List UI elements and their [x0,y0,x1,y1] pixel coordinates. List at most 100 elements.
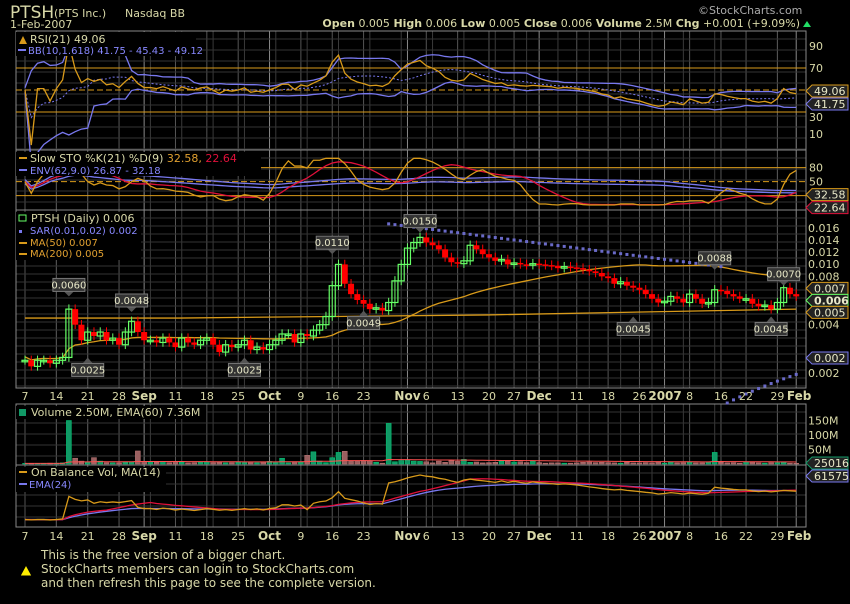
sar-dot [569,246,572,249]
candle-body [718,290,724,292]
rsi-axis-label: 30 [809,111,823,124]
volume-bar [643,463,648,464]
value-tag-sar: 0.002 [806,352,848,365]
candle-body [580,268,586,270]
sar-dot [462,232,465,235]
volume-bar [537,463,542,464]
volume-bar [430,463,435,464]
candle-body [699,299,705,304]
volume-bar [286,463,291,464]
date-axis-label: Nov [394,389,420,403]
date-axis-label: Nov [394,529,420,543]
volume-bar [123,462,128,464]
date-axis-label: 16 [714,390,728,403]
annotation-label: 0.0049 [346,319,381,330]
candle-body [731,294,737,296]
volume-bar [762,463,767,464]
date-axis-label: 18 [601,390,615,403]
annotation-label: 0.0088 [697,254,732,265]
volume-bar [380,463,385,464]
volume-bar [599,462,604,464]
candle-body [756,304,762,307]
date-axis-label: 21 [81,530,95,543]
candle-body [379,308,385,311]
volume-bar [700,463,705,464]
date-axis-label: 9 [297,390,304,403]
sar-dot [556,244,559,247]
rsi-axis-label: 10 [809,128,823,141]
candle-body [210,338,216,345]
candle-body [768,305,774,309]
sar-dot [575,247,578,250]
volume-bar [367,461,372,464]
candle-body [91,332,97,336]
svg-text:0.002: 0.002 [814,352,846,365]
svg-text:32.58: 32.58 [814,189,846,202]
candle-body [423,237,429,242]
candle-body [599,273,605,276]
sar-dot [657,257,660,260]
volume-bar [223,463,228,464]
sar-dot [788,375,791,378]
candle-body [455,262,461,264]
date-axis-label: 6 [423,530,430,543]
volume-bar [411,461,416,464]
volume-bar [455,461,460,464]
sar-dot [632,254,635,257]
sar-dot [600,250,603,253]
candle-body [473,245,479,249]
annotation-label: 0.0110 [315,238,350,249]
date-axis-label: 25 [231,530,245,543]
date-axis-label: Sep [131,389,157,403]
candle-body [593,271,599,273]
sar-icon [19,230,22,233]
annotation-label: 0.0048 [114,296,149,307]
volume-bar [574,463,579,464]
volume-bar [399,461,404,464]
candle-body [354,294,360,300]
sar-dot [513,238,516,241]
volume-bar [744,462,749,464]
date-axis-label: Oct [258,389,281,403]
candle-body [674,296,680,298]
volume-bar [374,462,379,464]
volume-bar [530,461,535,464]
value-tag-bb: 41.75 [806,98,848,111]
date-axis-label: 13 [451,390,465,403]
sar-dot [676,259,679,262]
volume-bar [449,461,454,464]
candle-body [549,265,555,267]
volume-bar [418,461,423,464]
date-axis-label: 27 [507,390,521,403]
volume-bar [581,462,586,464]
value-tag-obv: 615753.0 [806,470,850,483]
sar-dot [494,236,497,239]
sar-dot [431,228,434,231]
date-axis-label: 20 [482,390,496,403]
volume-axis-label: 100M [808,429,839,442]
sar-dot [550,243,553,246]
date-axis-label: 27 [507,530,521,543]
candle-body [655,299,661,303]
volume-bar [211,463,216,464]
date-axis-label: 28 [112,390,126,403]
ohlc-summary: Open 0.005 High 0.006 Low 0.005 Close 0.… [322,17,800,30]
rsi-axis-label: 70 [809,62,823,75]
annotation-label: 0.0045 [616,324,651,335]
candle-body [486,254,492,257]
volume-bar [66,421,71,465]
sar-dot [776,380,779,383]
sar-dot [437,229,440,232]
candle-body [436,245,442,249]
sar-dot [625,253,628,256]
volume-bar [468,462,473,464]
svg-text:615753.0: 615753.0 [814,470,850,483]
sar-dot [393,223,396,226]
rsi-legend: RSI(21) 49.06 BB(10,1.618) 41.75 - 45.43… [16,32,203,57]
footer-line-1: This is the free version of a bigger cha… [40,548,285,562]
candle-body [555,266,561,268]
annotation-label: 0.0045 [754,324,789,335]
volume-bar [775,463,780,464]
candle-body [574,267,580,269]
